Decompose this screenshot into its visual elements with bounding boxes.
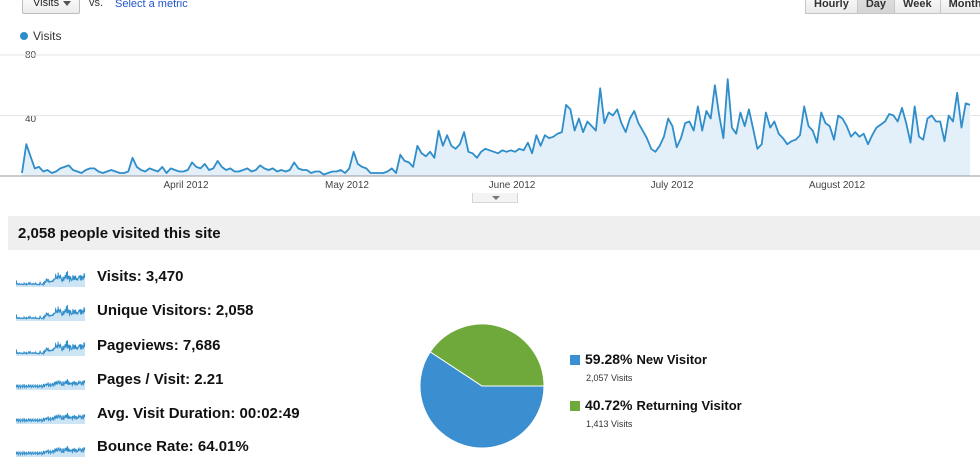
- new-visitor-legend: 59.28% New Visitor 2,057 Visits: [570, 351, 707, 383]
- chart-legend: Visits: [20, 29, 61, 43]
- metric-bounce-rate-label: Bounce Rate: 64.01%: [97, 438, 249, 455]
- visits-area: [22, 79, 970, 176]
- metric-visits-label: Visits: 3,470: [97, 268, 184, 285]
- summary-title: 2,058 people visited this site: [18, 225, 221, 242]
- x-tick-july-2012: July 2012: [650, 180, 694, 191]
- visits-legend-label: Visits: [33, 29, 62, 43]
- chevron-down-icon: [63, 1, 71, 6]
- x-tick-may-2012: May 2012: [325, 180, 369, 191]
- metric-pages-per-visit-label: Pages / Visit: 2.21: [97, 371, 224, 388]
- returning-visitor-slice: [429, 323, 545, 387]
- new-visitor-label: New Visitor: [636, 352, 708, 367]
- visits-sparkline: [16, 271, 86, 287]
- x-tick-august-2012: August 2012: [808, 180, 866, 191]
- primary-metric-dropdown[interactable]: Visits: [22, 0, 80, 14]
- sparkline-line: [16, 340, 86, 356]
- new-visitor-swatch: [570, 355, 580, 365]
- bounce-rate-sparkline: [16, 445, 86, 457]
- vs-label: vs.: [89, 0, 104, 9]
- week-button[interactable]: Week: [894, 0, 941, 14]
- sparkline-line: [16, 378, 86, 390]
- new-visitor-percent: 59.28%: [585, 351, 633, 367]
- day-button[interactable]: Day: [856, 0, 896, 14]
- sparkline-line: [16, 412, 86, 424]
- month-button[interactable]: Month: [939, 0, 980, 14]
- visits-over-time-chart: [0, 54, 980, 177]
- returning-visitor-visits: 1,413 Visits: [586, 419, 633, 429]
- returning-visitor-label: Returning Visitor: [636, 398, 742, 413]
- returning-visitor-legend: 40.72% Returning Visitor 1,413 Visits: [570, 397, 742, 429]
- new-visitor-visits: 2,057 Visits: [586, 373, 633, 383]
- chart-resize-handle[interactable]: [472, 193, 518, 203]
- x-tick-june-2012: June 2012: [488, 180, 536, 191]
- granularity-button-group: Hourly Day Week Month: [805, 0, 980, 14]
- unique-visitors-sparkline: [16, 305, 86, 321]
- metric-pageviews-label: Pageviews: 7,686: [97, 337, 221, 354]
- sparkline-line: [16, 305, 86, 321]
- select-metric-link[interactable]: Select a metric: [115, 0, 188, 10]
- hourly-button[interactable]: Hourly: [805, 0, 858, 14]
- sparkline-area: [16, 340, 85, 356]
- returning-visitor-swatch: [570, 401, 580, 411]
- sparkline-line: [16, 271, 86, 287]
- x-tick-april-2012: April 2012: [163, 180, 209, 191]
- metric-avg-visit-duration-label: Avg. Visit Duration: 00:02:49: [97, 405, 300, 422]
- pages-per-visit-sparkline: [16, 378, 86, 390]
- visitor-type-pie-chart: [419, 323, 545, 449]
- sparkline-area: [16, 271, 85, 287]
- metric-unique-visitors-label: Unique Visitors: 2,058: [97, 302, 254, 319]
- summary-header: 2,058 people visited this site: [8, 216, 980, 250]
- avg-visit-duration-sparkline: [16, 412, 86, 424]
- visits-legend-swatch: [20, 32, 28, 40]
- new-visitor-slice: [419, 351, 545, 449]
- primary-metric-value: Visits: [33, 0, 60, 9]
- visits-series-line: [21, 78, 971, 176]
- returning-visitor-percent: 40.72%: [585, 397, 633, 413]
- sparkline-area: [16, 305, 85, 321]
- y-tick-40: 40: [25, 114, 37, 125]
- pageviews-sparkline: [16, 340, 86, 356]
